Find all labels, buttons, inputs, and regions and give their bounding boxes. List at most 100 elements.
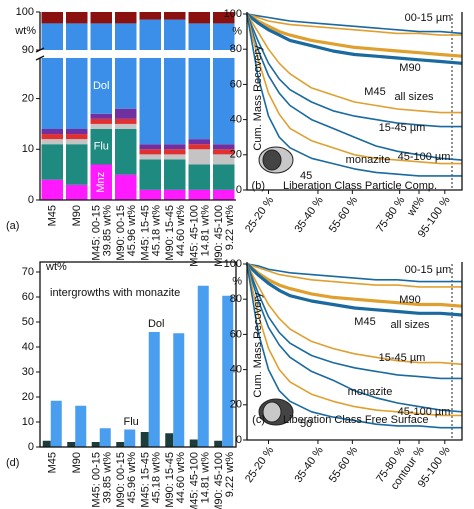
y-tick-label: 0 [28, 441, 34, 453]
bar [148, 332, 160, 447]
x-tick-label: M45: 00-1539.85 wt% [90, 452, 113, 508]
x-tick-label-line: M45: 00-15 [90, 452, 102, 508]
x-tick-label: 55-60 % [327, 444, 360, 485]
x-tick-label: M45: 45-10014.81 wt% [188, 452, 211, 509]
y-tick-label: 90 [22, 44, 34, 56]
panel-label: (d) [6, 457, 19, 469]
y-tick-label: 20 [22, 391, 34, 403]
bar-segment [188, 23, 210, 50]
bar-segment [139, 12, 161, 20]
x-tick-label-line: 45.96 wt% [126, 452, 138, 504]
bar-segment [213, 154, 235, 165]
line-series [246, 13, 463, 161]
bar-segment [139, 19, 161, 50]
x-tick-label-line: 45.18 wt% [150, 205, 162, 257]
y-tick-label: 20 [230, 399, 242, 411]
line-series [246, 263, 462, 417]
line-series [246, 263, 462, 288]
x-tick-label-group: M45 [46, 205, 58, 226]
line-series [246, 263, 462, 380]
bar-segment [41, 139, 63, 145]
x-tick-label-group: M90 [71, 205, 83, 226]
line-series [246, 263, 462, 429]
y-label: Cum. Mass Recovery [252, 45, 264, 151]
bar-segment [41, 129, 63, 135]
bar-segment [213, 12, 235, 24]
inset-inner [262, 149, 282, 171]
x-tick-label-group: M45: 15-4545.18 wt% [139, 452, 162, 508]
line-series [245, 12, 463, 65]
line-series [246, 263, 463, 413]
x-tick-label: M90: 45-1009.22 wt% [213, 452, 236, 509]
bar [173, 333, 185, 447]
x-tick-label-line: 44.60 wt% [175, 205, 187, 257]
y-tick-label: 40 [230, 364, 242, 376]
bar-segment [139, 58, 161, 145]
x-tick-label: M90: 00-1545.96 wt% [115, 452, 138, 508]
bar [214, 440, 223, 447]
x-tick-label-line: M45 [46, 452, 58, 473]
x-tick-label-group: M45: 00-1539.85 wt% [90, 205, 113, 261]
y-tick-label: 40 [22, 341, 34, 353]
line-series [246, 13, 462, 114]
bar-segment [90, 23, 112, 50]
bar-segment [90, 123, 112, 129]
line-series [246, 13, 462, 36]
x-tick-label-line: M90: 00-15 [115, 452, 127, 508]
y-tick-label: 40 [230, 114, 242, 126]
x-tick-label-line: M90: 00-15 [115, 205, 127, 261]
bar [50, 400, 62, 447]
bar-segment [213, 144, 235, 150]
bar-segment [66, 12, 88, 24]
bar-segment [41, 58, 63, 129]
bar [116, 442, 125, 447]
x-tick-label: 25-20 % [243, 194, 276, 235]
bar-segment [164, 189, 186, 200]
bar-segment [213, 58, 235, 145]
x-tick-label-line: M90 [71, 205, 83, 226]
bar-segment [188, 144, 210, 150]
annotation: monazite [346, 154, 391, 166]
bar-segment [164, 19, 186, 50]
annotation: 00-15 µm [405, 264, 452, 276]
x-label: Liberation Class Free Surface [283, 414, 429, 426]
x-tick-label-group: M45: 15-4545.18 wt% [139, 205, 162, 261]
line-series [246, 12, 463, 58]
bar-segment [164, 154, 186, 160]
panel-label: (b) [252, 180, 265, 192]
axes [246, 262, 463, 441]
x-tick-label-group: M90: 00-1545.96 wt% [115, 205, 138, 261]
x-tick-label-group: M45: 45-10014.81 wt% [188, 452, 211, 509]
bar [99, 428, 111, 447]
x-tick-label: 35-40 % [292, 444, 325, 485]
line-series [246, 13, 462, 165]
x-tick-label-line: M45: 15-45 [139, 452, 151, 508]
y-tick-label: 80 [230, 293, 242, 305]
bar-segment [115, 23, 137, 50]
y-tick-label: 0 [236, 184, 242, 196]
bar-segment [41, 23, 63, 50]
x-tick-label-group: M90: 45-1009.22 wt% [213, 205, 236, 267]
x-tick-label-group: M90: 45-1009.22 wt% [213, 452, 236, 509]
annotation: M90 [399, 294, 420, 306]
x-tick-label-line: M90: 15-45 [164, 205, 176, 261]
x-tick-label-line: M90: 45-100 [213, 452, 225, 509]
bar-segment [188, 189, 210, 200]
bar-segment [139, 189, 161, 200]
bar-segment [213, 23, 235, 50]
bar-segment [115, 12, 137, 24]
segment-label: Dol [93, 80, 110, 92]
x-tick-label-line: 44.60 wt% [175, 452, 187, 504]
bar [124, 429, 136, 447]
line-series [245, 262, 463, 308]
y-tick-label: 30 [22, 366, 34, 378]
y-tick-label: 60 [230, 328, 242, 340]
y-tick-label: 100 [16, 6, 34, 18]
x-tick-label: M90: 45-1009.22 wt% [213, 205, 236, 267]
x-tick-label-line: M45 [46, 205, 58, 226]
x-tick-label-group: M45: 00-1539.85 wt% [90, 452, 113, 508]
bar-segment [115, 174, 137, 200]
bar-segment [164, 144, 186, 150]
bar [197, 285, 209, 447]
x-tick-label-line: M90: 45-100 [213, 205, 225, 267]
